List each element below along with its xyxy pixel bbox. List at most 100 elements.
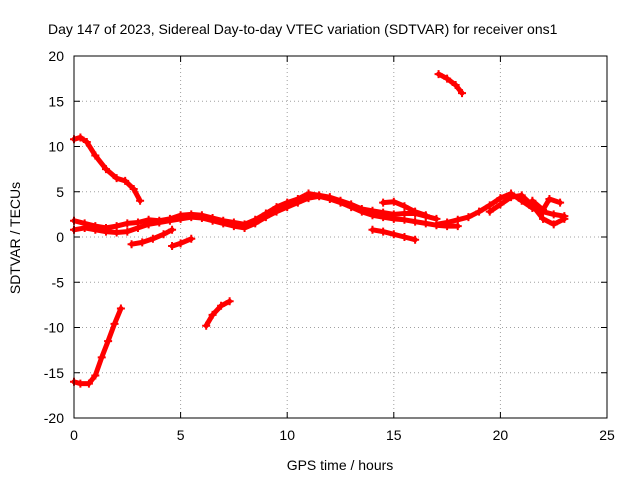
data-point: [176, 239, 185, 248]
data-point: [443, 218, 452, 227]
data-point: [443, 74, 452, 83]
data-point: [304, 189, 313, 198]
data-point: [336, 196, 345, 205]
data-point: [357, 204, 366, 213]
series-line: [436, 71, 465, 96]
data-point: [379, 198, 388, 207]
data-point: [411, 235, 420, 244]
x-tick-label: 20: [493, 427, 509, 443]
series-arc-dip-b: [168, 234, 196, 251]
data-point: [272, 203, 281, 212]
data-point: [76, 133, 85, 142]
y-tick-label: 0: [56, 229, 64, 245]
data-point: [136, 196, 145, 205]
data-point: [485, 207, 494, 216]
data-point: [129, 185, 138, 194]
data-point: [411, 207, 420, 216]
y-tick-label: 20: [48, 48, 64, 64]
data-point: [411, 217, 420, 226]
data-point: [168, 242, 177, 251]
data-point: [240, 220, 249, 229]
data-point: [84, 379, 93, 388]
data-point: [165, 214, 174, 223]
data-point: [91, 371, 100, 380]
series-arc-neg-early: [70, 304, 125, 388]
data-point: [208, 213, 217, 222]
x-tick-label: 25: [599, 427, 615, 443]
data-point: [400, 202, 409, 211]
data-point: [187, 210, 196, 219]
data-point: [283, 198, 292, 207]
series-arc-high-mid: [379, 197, 430, 220]
series-arc-late-c: [528, 194, 565, 214]
data-point: [545, 194, 554, 203]
data-point: [528, 196, 537, 205]
series-arc-high-early: [70, 133, 145, 205]
data-point: [421, 211, 430, 220]
data-point: [560, 214, 569, 223]
data-point: [112, 222, 121, 231]
data-point: [144, 215, 153, 224]
data-point: [261, 209, 270, 218]
data-point: [549, 220, 558, 229]
y-tick-label: -10: [44, 320, 64, 336]
data-point: [159, 230, 168, 239]
x-tick-label: 15: [386, 427, 402, 443]
data-point: [101, 165, 110, 174]
data-point: [347, 200, 356, 209]
data-point: [80, 219, 89, 228]
data-point: [539, 205, 548, 214]
data-point: [91, 151, 100, 160]
data-point: [379, 208, 388, 217]
x-tick-label: 0: [70, 427, 78, 443]
series-arc-dip-c: [368, 225, 420, 244]
data-point: [104, 337, 113, 346]
data-point: [432, 220, 441, 229]
x-axis-label: GPS time / hours: [287, 457, 394, 473]
data-point: [123, 219, 132, 228]
data-point: [202, 321, 211, 330]
data-point: [389, 210, 398, 219]
data-point: [110, 319, 119, 328]
data-point: [368, 225, 377, 234]
data-point: [97, 353, 106, 362]
data-point: [148, 234, 157, 243]
data-point: [168, 225, 177, 234]
data-point: [434, 70, 443, 79]
data-point: [507, 193, 516, 202]
data-point: [76, 379, 85, 388]
series-line: [71, 306, 124, 387]
data-point: [208, 310, 217, 319]
data-point: [496, 200, 505, 209]
y-tick-label: -5: [52, 274, 65, 290]
data-point: [549, 210, 558, 219]
data-series: [70, 70, 569, 388]
data-point: [453, 215, 462, 224]
data-point: [101, 223, 110, 232]
data-point: [400, 233, 409, 241]
data-point: [155, 216, 164, 225]
x-tick-label: 10: [279, 427, 295, 443]
series-arc-dip-a: [127, 225, 177, 249]
data-point: [315, 191, 324, 200]
data-point: [400, 209, 409, 218]
data-point: [389, 230, 398, 239]
data-point: [368, 206, 377, 215]
data-point: [325, 193, 334, 202]
data-point: [251, 215, 260, 224]
x-tick-label: 5: [177, 427, 185, 443]
y-tick-label: 5: [56, 184, 64, 200]
data-point: [127, 240, 136, 249]
data-point: [217, 301, 226, 310]
data-point: [121, 176, 130, 185]
data-point: [539, 214, 548, 223]
data-point: [225, 297, 234, 306]
data-point: [464, 213, 473, 222]
data-point: [293, 194, 302, 203]
chart-title: Day 147 of 2023, Sidereal Day-to-day VTE…: [48, 21, 558, 37]
data-point: [112, 174, 121, 183]
series-arc-neg-mid: [202, 297, 234, 330]
data-point: [197, 211, 206, 220]
y-tick-label: 10: [48, 139, 64, 155]
